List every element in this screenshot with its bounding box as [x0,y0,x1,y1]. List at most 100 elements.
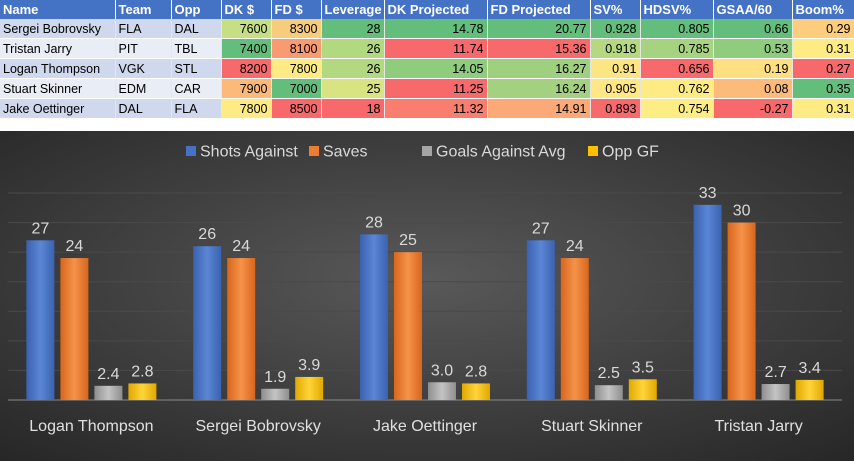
data-label: 24 [566,238,584,255]
data-label: 2.5 [598,365,620,382]
bar [128,383,157,400]
chart-bars: 27 24 2.4 2.8 26 24 1.9 3.9 28 25 3.0 2.8 27 24 2.5 3.5… [26,185,824,400]
table-cell: 0.08 [713,78,793,99]
column-header[interactable]: Boom% [792,0,854,19]
legend-swatch [309,146,319,156]
table-cell: -0.27 [713,98,793,119]
column-header[interactable]: DK $ [221,0,272,19]
chart-gridlines [8,192,842,401]
table-cell: 0.905 [590,78,641,99]
data-label: 33 [699,185,717,202]
bar [594,385,623,400]
category-label: Logan Thompson [29,418,153,435]
column-header[interactable]: SV% [590,0,641,19]
table-cell: 8100 [271,38,322,59]
table-cell: Tristan Jarry [0,38,116,59]
data-label: 27 [32,220,50,237]
table-row: Logan Thompson VGK STL 8200 7800 26 14.05 16.27… [0,58,854,79]
data-label: 27 [532,220,550,237]
table-cell: DAL [171,19,222,39]
column-header[interactable]: GSAA/60 [713,0,793,19]
bar [526,240,555,400]
table-cell: 16.24 [487,78,591,99]
table-cell: 0.754 [640,98,714,119]
table-cell: 28 [321,19,385,39]
table-cell: 14.78 [384,19,488,39]
data-label: 1.9 [264,369,286,386]
data-label: 26 [198,226,216,243]
category-label: Stuart Skinner [541,418,643,435]
bar [26,240,55,400]
data-label: 3.0 [431,362,453,379]
legend-swatch [422,146,432,156]
bar [428,382,456,400]
data-label: 25 [399,232,417,249]
column-header[interactable]: Opp [171,0,222,19]
bar [462,383,490,400]
table-cell: 26 [321,58,385,79]
chart-legend: Shots Against Saves Goals Against Avg Opp G… [186,144,659,161]
bar [227,258,256,400]
legend-label: Opp GF [602,144,659,161]
table-cell: 0.31 [792,38,854,59]
table-cell: PIT [115,38,172,59]
table-cell: 8500 [271,98,322,119]
legend-label: Saves [323,144,367,161]
table-row: Sergei Bobrovsky FLA DAL 7600 8300 28 14.78 20.… [0,19,854,39]
data-label: 24 [232,238,250,255]
data-label: 3.4 [798,360,820,377]
table-cell: STL [171,58,222,79]
bar [628,379,657,400]
table-cell: 20.77 [487,19,591,39]
table-cell: 7800 [271,58,322,79]
table-cell: DAL [115,98,172,119]
bar [295,376,324,400]
column-header[interactable]: Leverage [321,0,385,19]
table-cell: 0.928 [590,19,641,39]
legend-label: Goals Against Avg [436,144,566,161]
table-cell: 11.74 [384,38,488,59]
table-cell: 7800 [221,98,272,119]
legend-swatch [186,146,196,156]
table-cell: 7400 [221,38,272,59]
data-label: 2.7 [764,364,786,381]
goalie-stats-table: Name Team Opp DK $ FD $ Leverage DK Projected F… [0,0,854,119]
table-cell: 0.762 [640,78,714,99]
column-header[interactable]: Name [0,0,116,19]
column-header[interactable]: FD Projected [487,0,591,19]
column-header[interactable]: DK Projected [384,0,488,19]
data-label: 2.4 [97,366,119,383]
bar [761,384,790,400]
table-cell: 0.53 [713,38,793,59]
table-cell: FLA [171,98,222,119]
table-cell: Sergei Bobrovsky [0,19,116,39]
table-cell: 0.918 [590,38,641,59]
legend-item: Goals Against Avg [422,144,566,161]
column-header[interactable]: FD $ [271,0,322,19]
table-cell: Stuart Skinner [0,78,116,99]
table-cell: 15.36 [487,38,591,59]
bar [360,234,388,400]
legend-item: Opp GF [588,144,659,161]
data-label: 2.8 [465,363,487,380]
goalie-bar-chart: Shots Against Saves Goals Against Avg Opp G… [0,131,854,461]
table-row: Stuart Skinner EDM CAR 7900 7000 25 11.25 16.24… [0,78,854,99]
bar [394,252,422,400]
data-label: 2.8 [131,363,153,380]
table-cell: CAR [171,78,222,99]
data-label: 3.9 [298,357,320,374]
table-cell: 7600 [221,19,272,39]
bar [94,385,123,400]
table-cell: 0.29 [792,19,854,39]
table-cell: 7900 [221,78,272,99]
bar [261,388,290,400]
table-cell: 8200 [221,58,272,79]
table-header-row: Name Team Opp DK $ FD $ Leverage DK Projected F… [0,0,854,19]
table-cell: 7000 [271,78,322,99]
bar [795,379,824,400]
table-cell: 8300 [271,19,322,39]
column-header[interactable]: Team [115,0,172,19]
table-row: Tristan Jarry PIT TBL 7400 8100 26 11.74 15.36 0… [0,38,854,59]
table-cell: 0.91 [590,58,641,79]
column-header[interactable]: HDSV% [640,0,714,19]
